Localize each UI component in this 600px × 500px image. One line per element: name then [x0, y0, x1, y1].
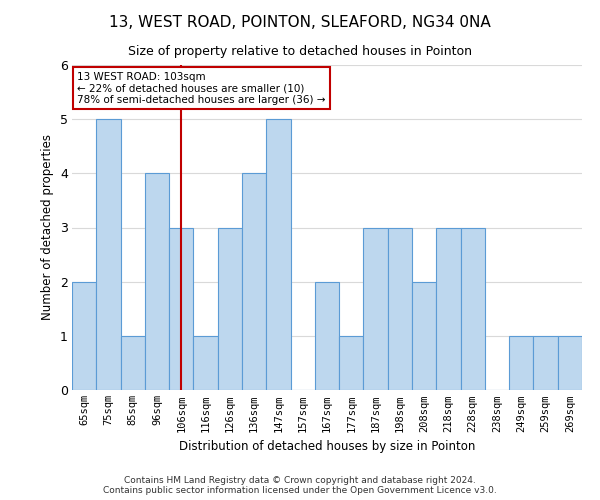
Bar [533, 336, 558, 390]
Bar [121, 336, 145, 390]
Bar [558, 336, 582, 390]
Bar [266, 119, 290, 390]
Y-axis label: Number of detached properties: Number of detached properties [41, 134, 54, 320]
Text: 13, WEST ROAD, POINTON, SLEAFORD, NG34 0NA: 13, WEST ROAD, POINTON, SLEAFORD, NG34 0… [109, 15, 491, 30]
Bar [242, 174, 266, 390]
Bar [461, 228, 485, 390]
Bar [145, 174, 169, 390]
Bar [339, 336, 364, 390]
Bar [509, 336, 533, 390]
Text: Contains HM Land Registry data © Crown copyright and database right 2024.
Contai: Contains HM Land Registry data © Crown c… [103, 476, 497, 495]
Bar [388, 228, 412, 390]
X-axis label: Distribution of detached houses by size in Pointon: Distribution of detached houses by size … [179, 440, 475, 453]
Bar [169, 228, 193, 390]
Text: Size of property relative to detached houses in Pointon: Size of property relative to detached ho… [128, 45, 472, 58]
Bar [96, 119, 121, 390]
Bar [218, 228, 242, 390]
Bar [364, 228, 388, 390]
Bar [193, 336, 218, 390]
Bar [412, 282, 436, 390]
Bar [315, 282, 339, 390]
Bar [436, 228, 461, 390]
Bar [72, 282, 96, 390]
Text: 13 WEST ROAD: 103sqm
← 22% of detached houses are smaller (10)
78% of semi-detac: 13 WEST ROAD: 103sqm ← 22% of detached h… [77, 72, 326, 104]
